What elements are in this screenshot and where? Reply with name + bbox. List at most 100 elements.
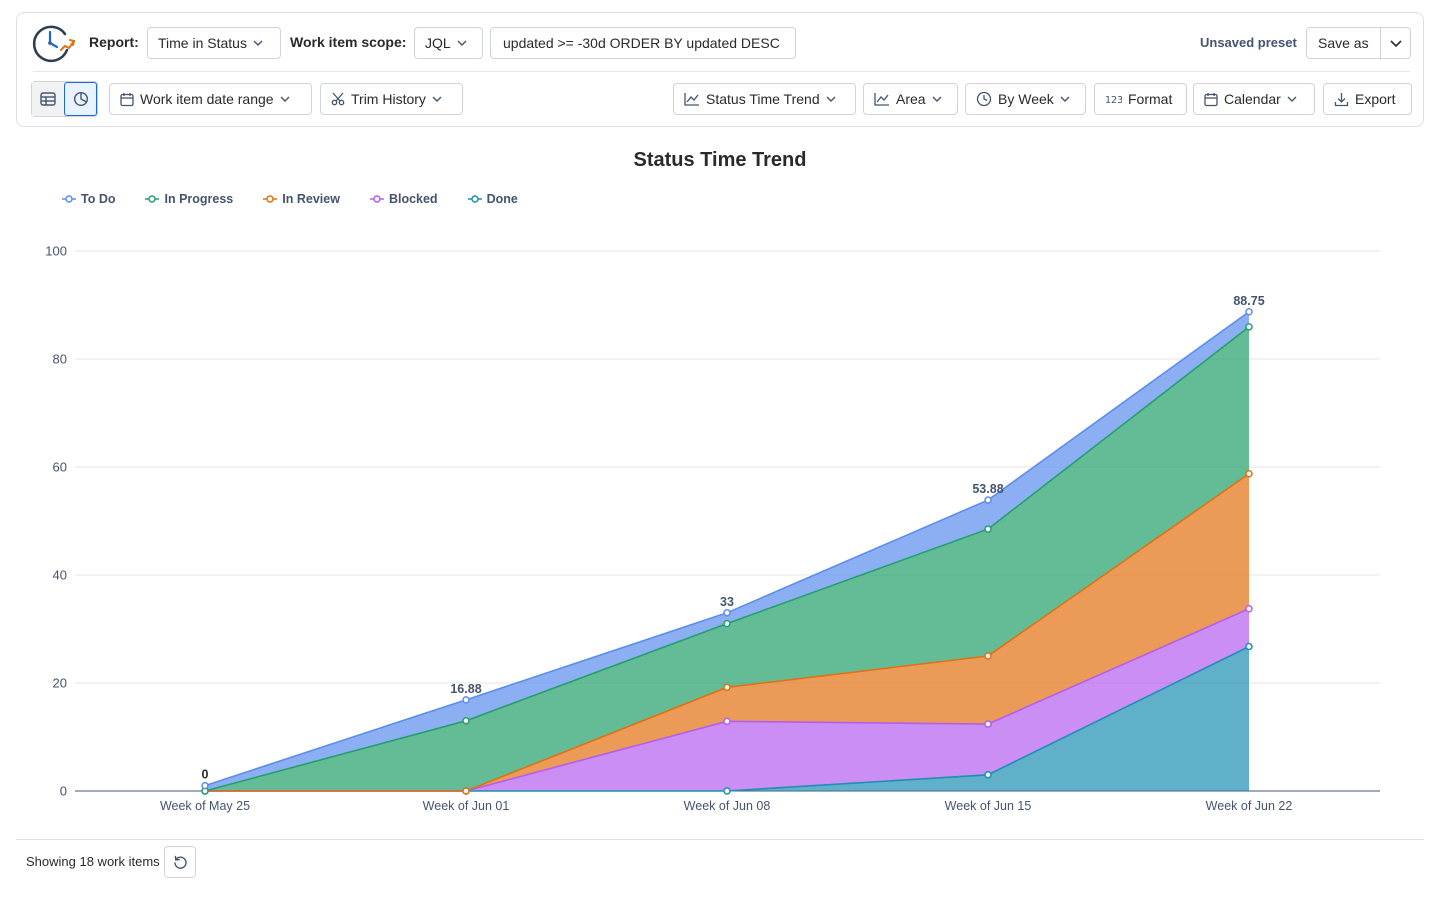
total-data-label: 0 xyxy=(202,768,209,782)
save-as-label: Save as xyxy=(1318,35,1369,51)
point-in-review xyxy=(984,652,992,660)
point-blocked xyxy=(1245,605,1253,613)
point-to-do xyxy=(462,696,470,704)
chevron-down-icon xyxy=(1060,96,1070,102)
scissors-icon xyxy=(331,92,345,106)
jql-query-text: updated >= -30d ORDER BY updated DESC xyxy=(503,35,780,51)
chart-title: Status Time Trend xyxy=(633,149,807,171)
legend-marker-icon xyxy=(145,195,160,203)
chevron-down-icon xyxy=(432,96,442,102)
legend-item-in-review[interactable]: In Review xyxy=(263,192,340,206)
point-to-do xyxy=(984,496,992,504)
point-done xyxy=(723,787,731,795)
chart-view-button[interactable] xyxy=(64,82,97,116)
number-format-icon: 123 xyxy=(1105,95,1122,104)
table-icon xyxy=(40,92,56,106)
trim-history-dropdown[interactable]: Trim History xyxy=(320,83,463,115)
toolbar-row-top: Report: Time in Status Work item scope: … xyxy=(17,13,1423,71)
legend-item-in-progress[interactable]: In Progress xyxy=(145,192,233,206)
chevron-down-icon xyxy=(932,96,942,102)
line-chart-icon xyxy=(684,93,699,106)
export-button[interactable]: Export xyxy=(1323,83,1412,115)
point-to-do xyxy=(723,609,731,617)
y-tick-label: 40 xyxy=(53,568,67,583)
chevron-down-icon xyxy=(457,40,467,46)
toolbar-row-bottom: Work item date range Trim History Status… xyxy=(17,81,1423,117)
point-in-progress xyxy=(723,619,731,628)
format-button[interactable]: 123 Format xyxy=(1094,83,1187,115)
y-tick-label: 100 xyxy=(45,244,67,259)
legend-item-blocked[interactable]: Blocked xyxy=(369,192,438,206)
date-range-dropdown[interactable]: Work item date range xyxy=(109,83,312,115)
legend-marker-icon xyxy=(467,195,482,203)
y-tick-label: 20 xyxy=(53,676,67,691)
area-chart-icon xyxy=(874,93,889,106)
pie-chart-icon xyxy=(73,91,88,107)
export-label: Export xyxy=(1355,91,1396,107)
calendar-icon xyxy=(1204,92,1218,106)
total-data-label: 16.88 xyxy=(450,682,481,696)
calendar-dropdown[interactable]: Calendar xyxy=(1193,83,1315,115)
chart-kind-label: Status Time Trend xyxy=(706,91,820,107)
x-tick-label: Week of Jun 01 xyxy=(423,799,510,813)
point-in-progress xyxy=(462,717,470,725)
point-in-review xyxy=(462,787,470,795)
footer-divider xyxy=(16,839,1424,840)
calendar-icon xyxy=(120,92,134,106)
legend-label: In Progress xyxy=(164,192,234,206)
x-tick-label: Week of Jun 22 xyxy=(1206,799,1293,813)
point-in-progress xyxy=(984,525,992,533)
refresh-button[interactable] xyxy=(164,846,196,878)
legend-marker-icon xyxy=(263,195,278,203)
point-to-do xyxy=(1245,308,1253,316)
scope-type-value: JQL xyxy=(425,35,451,51)
point-to-do xyxy=(201,781,209,790)
legend-item-to-do[interactable]: To Do xyxy=(62,192,115,206)
x-tick-label: Week of May 25 xyxy=(160,799,250,813)
y-tick-label: 0 xyxy=(60,784,67,799)
report-type-value: Time in Status xyxy=(158,35,247,51)
chart-style-dropdown[interactable]: Area xyxy=(863,83,958,115)
work-item-count: Showing 18 work items xyxy=(26,854,160,869)
report-type-dropdown[interactable]: Time in Status xyxy=(147,27,281,59)
app-logo-icon xyxy=(29,22,76,64)
view-toggle xyxy=(31,81,98,117)
area-in-review xyxy=(205,473,1249,791)
status-time-trend-chart: 0 20 40 60 80 100 Week of May 25 Week of Jun 01… xyxy=(45,244,1380,813)
clock-icon xyxy=(976,91,992,107)
chevron-down-icon xyxy=(1389,39,1402,47)
preset-status: Unsaved preset xyxy=(1200,35,1297,50)
point-done xyxy=(984,771,992,779)
point-in-progress xyxy=(1245,323,1253,331)
point-in-review xyxy=(1245,470,1253,478)
total-data-label: 53.88 xyxy=(972,482,1003,496)
chart-kind-dropdown[interactable]: Status Time Trend xyxy=(673,83,856,115)
table-view-button[interactable] xyxy=(32,82,65,116)
jql-query-input[interactable]: updated >= -30d ORDER BY updated DESC xyxy=(490,27,796,59)
total-data-label: 88.75 xyxy=(1233,294,1264,308)
legend-label: Blocked xyxy=(388,192,438,206)
chart-legend: To Do In Progress In Review Blocked Done xyxy=(62,192,548,206)
legend-label: In Review xyxy=(282,192,340,206)
legend-label: Done xyxy=(486,192,518,206)
legend-item-done[interactable]: Done xyxy=(467,192,518,206)
point-blocked xyxy=(723,717,731,726)
scope-type-dropdown[interactable]: JQL xyxy=(414,27,483,59)
grouping-dropdown[interactable]: By Week xyxy=(965,83,1086,115)
point-in-review xyxy=(723,683,731,692)
chevron-down-icon xyxy=(280,96,290,102)
refresh-icon xyxy=(173,855,187,869)
chevron-down-icon xyxy=(826,96,836,102)
save-options-dropdown[interactable] xyxy=(1380,27,1411,59)
y-tick-label: 80 xyxy=(53,352,67,367)
save-as-button[interactable]: Save as xyxy=(1306,27,1381,59)
legend-marker-icon xyxy=(369,195,384,203)
scope-label: Work item scope: xyxy=(290,34,407,50)
chart-style-label: Area xyxy=(896,91,926,107)
total-data-label: 33 xyxy=(720,595,734,609)
chevron-down-icon xyxy=(1287,96,1297,102)
area-in-progress xyxy=(205,326,1249,791)
grouping-label: By Week xyxy=(998,91,1054,107)
area-blocked xyxy=(205,608,1249,791)
calendar-label: Calendar xyxy=(1224,91,1281,107)
